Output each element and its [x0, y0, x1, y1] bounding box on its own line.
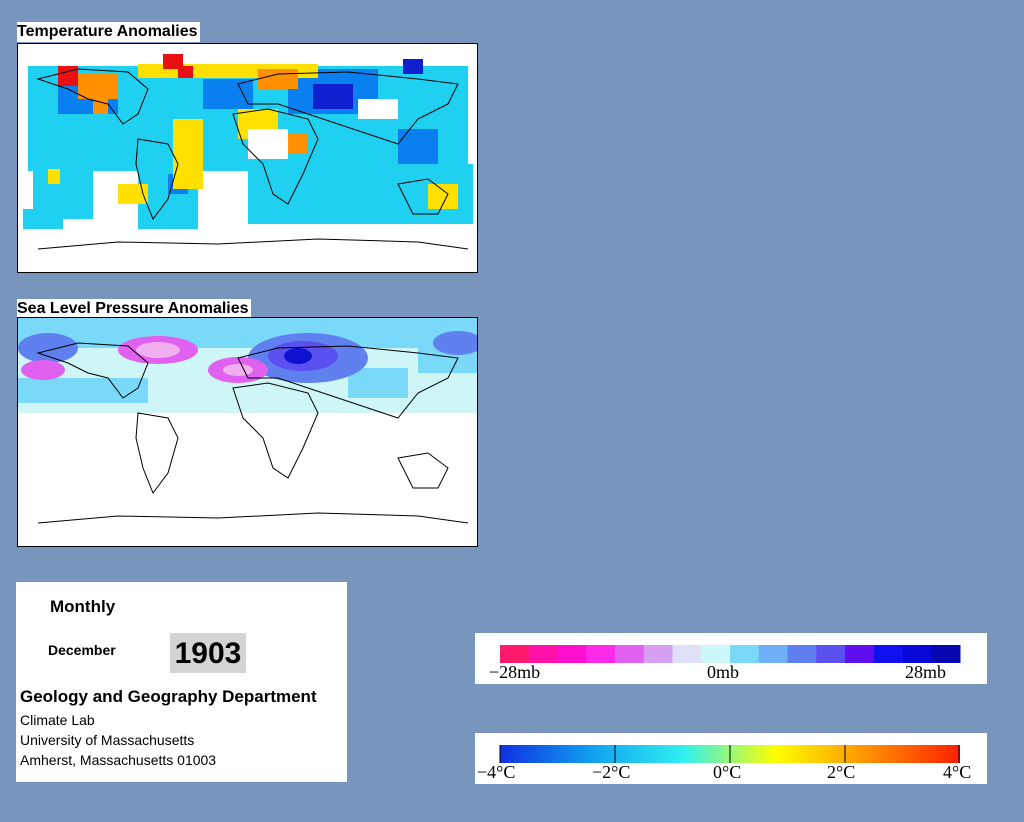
pressure-swatch: [787, 645, 817, 663]
university-name: University of Massachusetts: [20, 732, 195, 748]
pressure-color-scale: [500, 645, 961, 663]
temp-legend-label-4: 4°C: [943, 762, 971, 782]
pressure-swatch: [758, 645, 788, 663]
pressure-swatch: [528, 645, 558, 663]
pressure-swatch: [902, 645, 932, 663]
lab-name: Climate Lab: [20, 712, 95, 728]
temp-legend-label-0: 0°C: [713, 762, 741, 782]
pressure-swatch: [816, 645, 846, 663]
info-panel: Monthly December 1903 Geology and Geogra…: [16, 582, 347, 782]
pressure-legend: −28mb 0mb 28mb: [475, 633, 987, 684]
year-display: 1903: [170, 633, 246, 673]
address-line: Amherst, Massachusetts 01003: [20, 752, 217, 768]
pressure-swatch: [615, 645, 645, 663]
pressure-swatch: [730, 645, 760, 663]
pressure-legend-zero: 0mb: [707, 662, 739, 682]
pressure-swatch: [500, 645, 530, 663]
frequency-label: Monthly: [50, 597, 116, 616]
temp-legend-label-2: 2°C: [827, 762, 855, 782]
temp-legend-label-neg4: −4°C: [477, 762, 515, 782]
pressure-legend-max: 28mb: [905, 662, 946, 682]
pressure-swatch: [672, 645, 702, 663]
pressure-map-title: Sea Level Pressure Anomalies: [17, 299, 251, 319]
pressure-swatch: [873, 645, 903, 663]
pressure-swatch: [701, 645, 731, 663]
temperature-map-title: Temperature Anomalies: [17, 22, 200, 42]
pressure-map-graphic: [18, 318, 477, 546]
pressure-anomaly-map: [17, 317, 478, 547]
pressure-legend-min: −28mb: [489, 662, 540, 682]
temperature-legend: −4°C −2°C 0°C 2°C 4°C: [475, 733, 987, 784]
department-name: Geology and Geography Department: [20, 687, 317, 706]
temperature-anomaly-map: [17, 43, 478, 273]
pressure-swatch: [845, 645, 875, 663]
pressure-swatch: [931, 645, 961, 663]
pressure-swatch: [643, 645, 673, 663]
month-label: December: [48, 642, 116, 658]
temp-legend-label-neg2: −2°C: [592, 762, 630, 782]
temperature-map-graphic: [18, 44, 477, 272]
pressure-swatch: [557, 645, 587, 663]
pressure-swatch: [586, 645, 616, 663]
